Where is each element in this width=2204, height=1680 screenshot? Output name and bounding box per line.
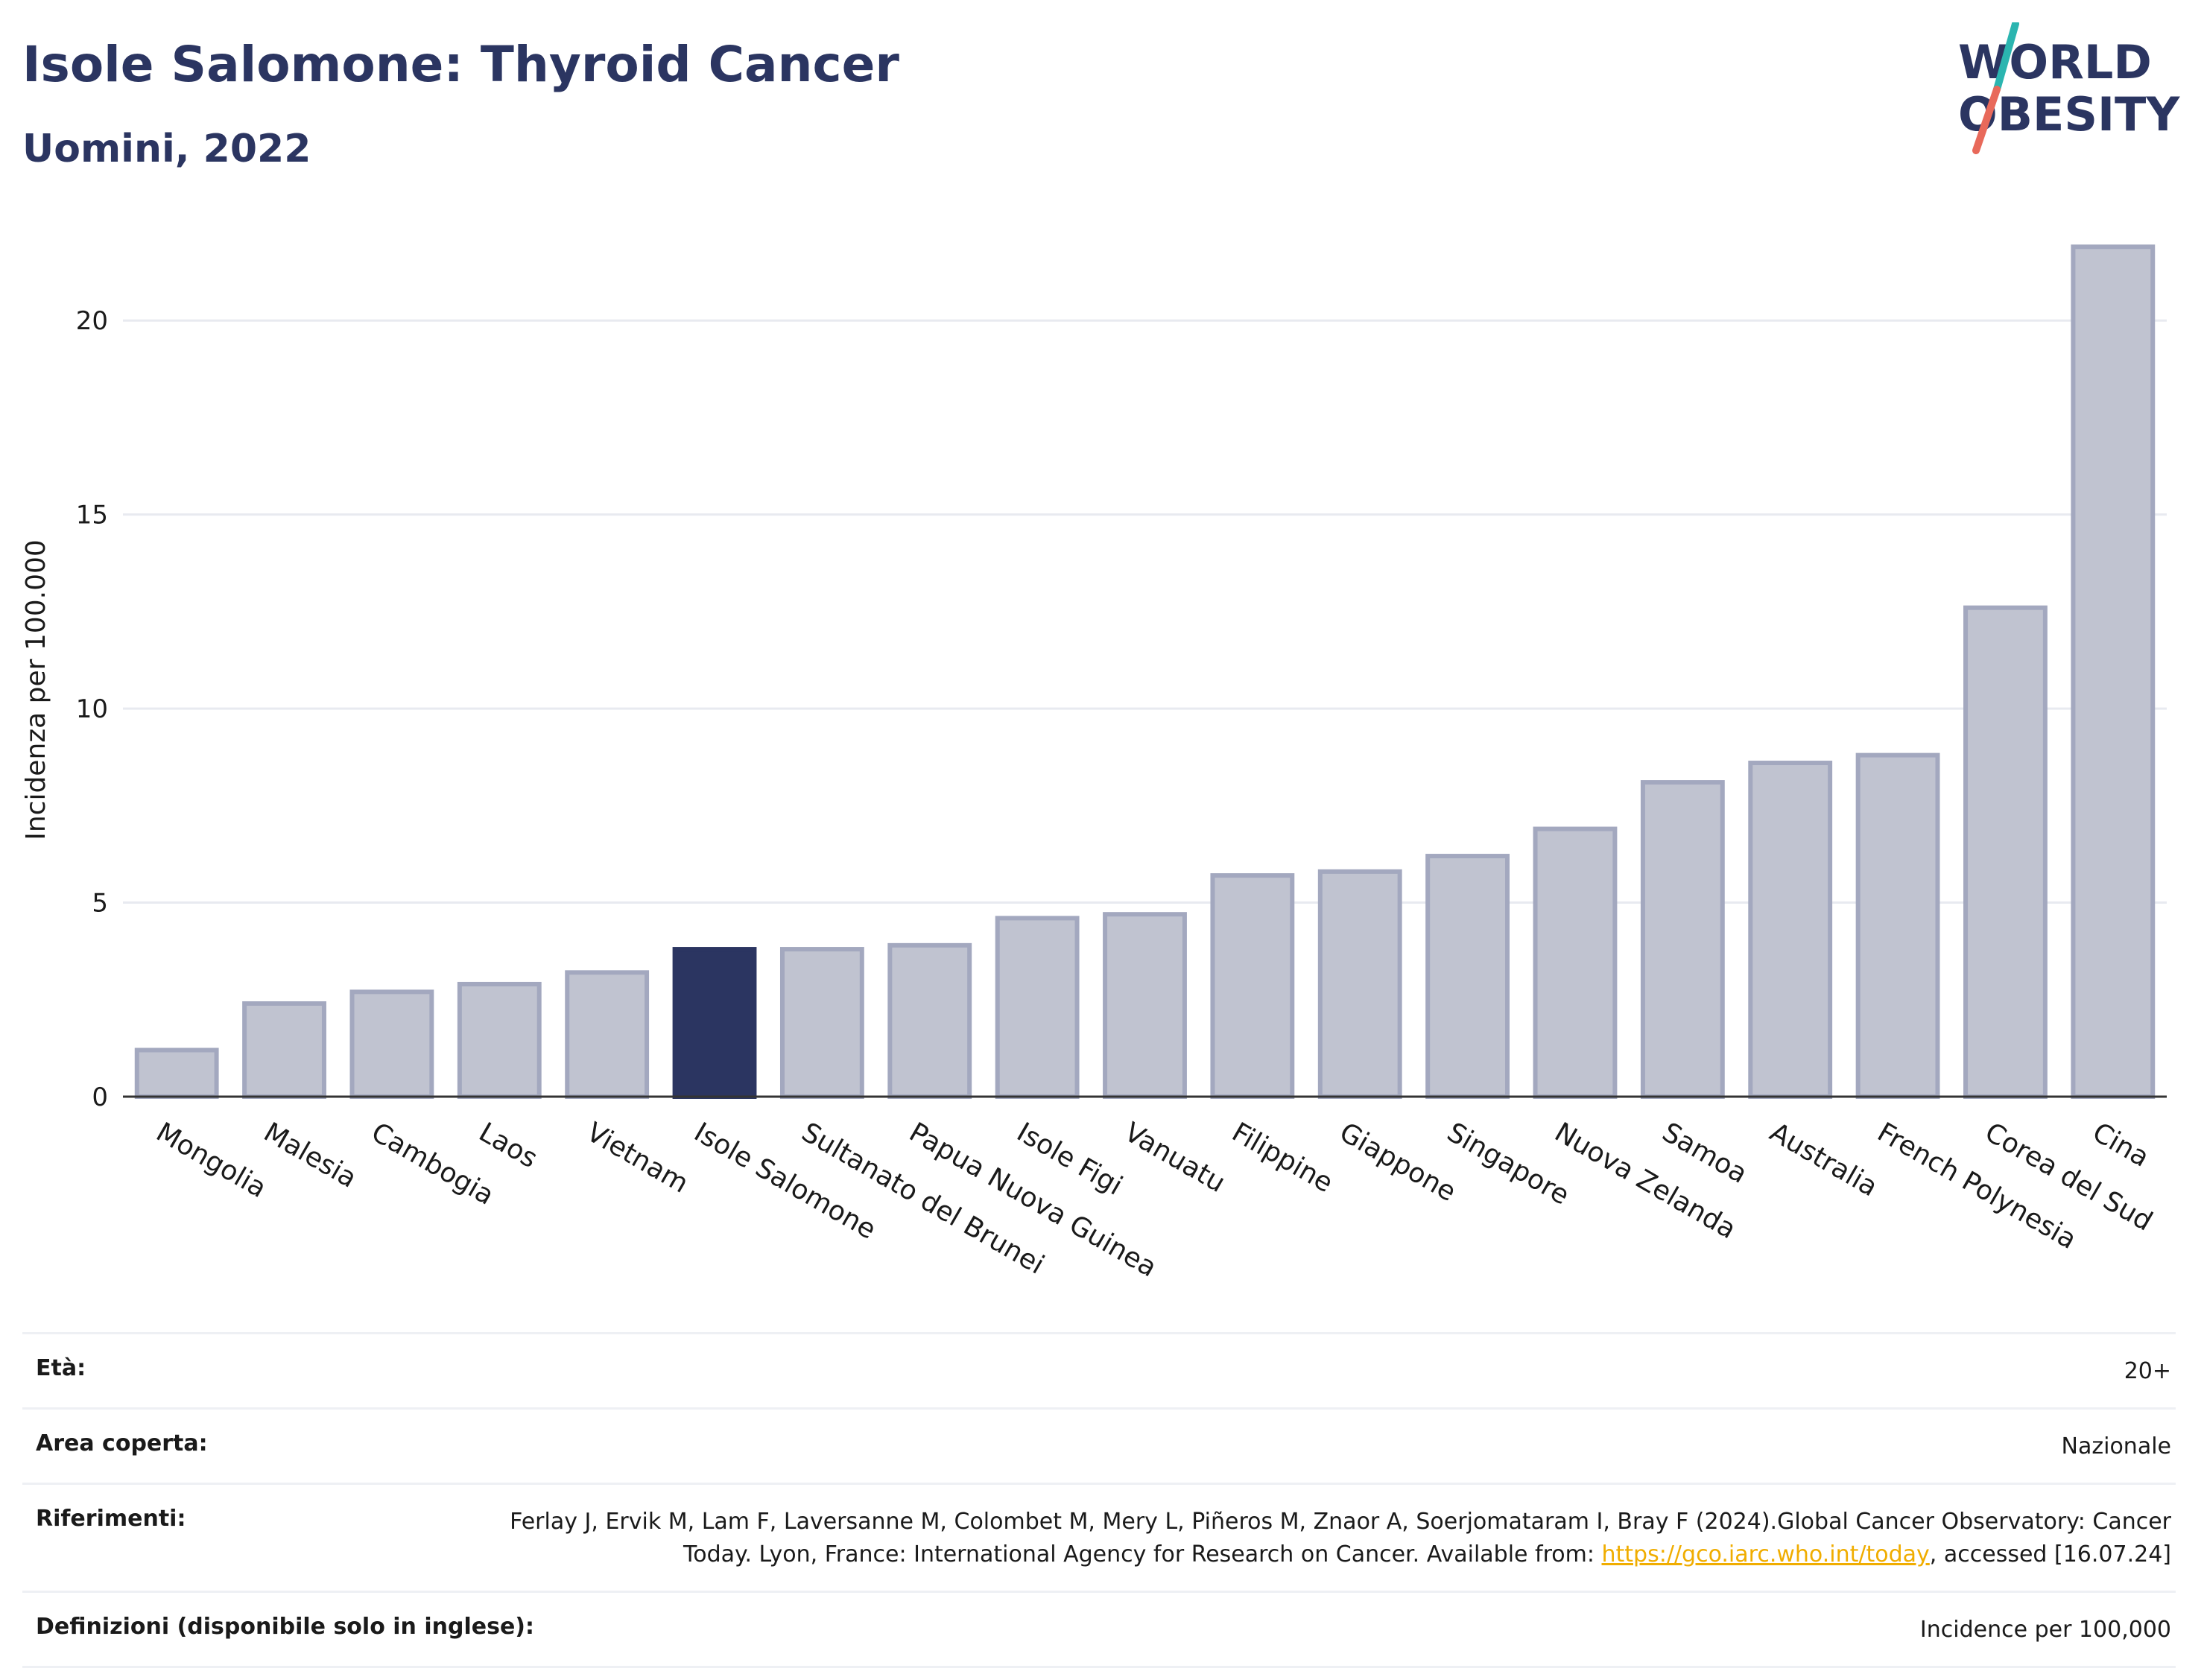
bar [1533, 826, 1618, 1099]
y-tick-label: 5 [92, 889, 108, 919]
info-value-area: Nazionale [2061, 1433, 2171, 1459]
bar [134, 1047, 219, 1099]
bar [887, 942, 972, 1100]
bar [1963, 605, 2048, 1099]
chart-title: Isole Salomone: Thyroid Cancer [22, 36, 899, 93]
x-tick-label: Australia [1764, 1117, 1882, 1202]
bar [1425, 854, 1510, 1099]
y-tick-label: 20 [76, 306, 108, 336]
bar [1210, 873, 1295, 1099]
x-tick-label: Mongolia [151, 1117, 272, 1204]
info-row-definitions: Definizioni (disponibile solo in inglese… [22, 1591, 2176, 1668]
y-axis-label: Incidenza per 100.000 [21, 539, 51, 840]
x-tick-label: Vietnam [581, 1117, 693, 1199]
bar [242, 1001, 326, 1100]
info-row-age: Età: 20+ [22, 1332, 2176, 1407]
info-label-definitions: Definizioni (disponibile solo in inglese… [36, 1614, 534, 1640]
x-tick-label: Cina [2087, 1117, 2154, 1173]
info-value-definitions: Incidence per 100,000 [1919, 1617, 2171, 1643]
info-label-references: Riferimenti: [36, 1506, 186, 1532]
bar [1855, 752, 1940, 1100]
bar [1748, 761, 1833, 1100]
bar [779, 947, 864, 1100]
info-table: Età: 20+ Area coperta: Nazionale Riferim… [22, 1332, 2176, 1668]
world-obesity-logo: WORLD OBESITY [1958, 22, 2180, 154]
bar [1317, 869, 1402, 1100]
x-tick-label: Nuova Zelanda [1549, 1117, 1741, 1245]
bar [457, 981, 542, 1100]
bar [565, 970, 650, 1099]
x-tick-label: Laos [474, 1117, 542, 1174]
info-value-references: Ferlay J, Ervik M, Lam F, Laversanne M, … [457, 1506, 2176, 1571]
info-value-age: 20+ [2124, 1358, 2171, 1384]
bar [1640, 780, 1725, 1100]
x-tick-label: Giappone [1334, 1117, 1461, 1208]
reference-accessed: , accessed [16.07.24] [1929, 1541, 2171, 1568]
info-row-references: Riferimenti: Ferlay J, Ervik M, Lam F, L… [22, 1483, 2176, 1591]
reference-text: Ferlay J, Ervik M, Lam F, Laversanne M, … [510, 1509, 2171, 1568]
info-row-area: Area coperta: Nazionale [22, 1407, 2176, 1483]
bar [349, 989, 434, 1099]
reference-link[interactable]: https://gco.iarc.who.int/today [1601, 1541, 1930, 1568]
y-tick-label: 15 [76, 501, 108, 530]
y-tick-label: 10 [76, 694, 108, 724]
bar-highlighted [672, 947, 757, 1100]
bar [1103, 912, 1187, 1100]
x-tick-label: Malesia [259, 1117, 361, 1194]
bar [2071, 244, 2156, 1100]
bars [134, 244, 2156, 1100]
x-tick-label: Isole Salomone [689, 1117, 881, 1246]
chart-subtitle: Uomini, 2022 [22, 127, 311, 171]
x-tick-label: Singapore [1442, 1117, 1574, 1211]
logo-slash-teal [1993, 22, 2019, 93]
x-tick-label: Vanuatu [1119, 1117, 1230, 1199]
y-tick-label: 0 [92, 1083, 108, 1112]
logo-text-world: WORLD [1958, 35, 2152, 89]
x-tick-label: French Polynesia [1872, 1117, 2082, 1255]
info-label-age: Età: [36, 1355, 86, 1381]
bar [995, 916, 1080, 1099]
x-tick-label: Cambogia [366, 1117, 498, 1211]
x-tick-label: Filippine [1226, 1117, 1337, 1199]
info-label-area: Area coperta: [36, 1430, 208, 1456]
logo-slash-red [1972, 86, 2001, 154]
